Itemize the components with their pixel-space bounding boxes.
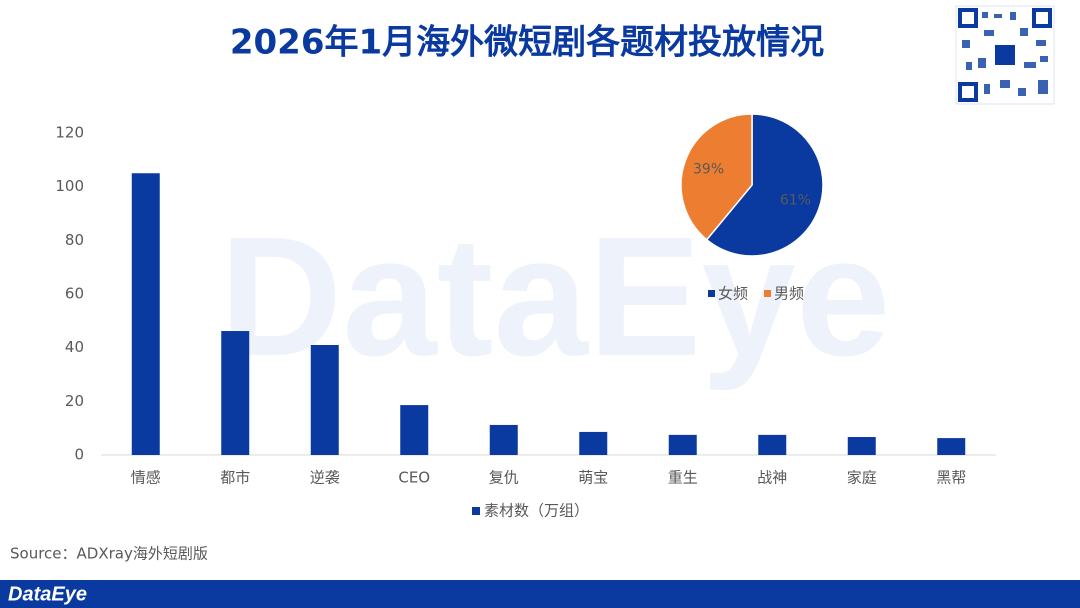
legend-label: 素材数（万组）: [484, 502, 589, 520]
x-tick-label: 都市: [220, 469, 250, 487]
pie-value-label: 61%: [780, 193, 811, 209]
footer-bar: [0, 580, 1080, 608]
qr-code: [955, 5, 1055, 105]
x-tick-label: 战神: [757, 469, 787, 487]
bar: [758, 434, 787, 455]
y-tick-label: 120: [55, 124, 84, 142]
x-tick-label: 萌宝: [578, 469, 608, 487]
bar: [221, 331, 250, 455]
x-tick-label: 情感: [131, 469, 161, 487]
y-tick-label: 80: [65, 231, 84, 249]
x-tick-label: 家庭: [847, 469, 877, 487]
bar: [131, 173, 160, 455]
x-tick-label: 黑帮: [936, 469, 966, 487]
pie-slice: [705, 113, 824, 257]
bar: [489, 424, 518, 455]
pie-value-label: 39%: [693, 161, 724, 177]
x-tick-label: 重生: [668, 469, 698, 487]
x-tick-label: CEO: [398, 469, 430, 487]
y-tick-label: 20: [65, 392, 84, 410]
bar: [310, 344, 339, 455]
y-tick-label: 40: [65, 338, 84, 356]
brand: DataEye: [8, 583, 87, 605]
page-title: 2026年1月海外微短剧各题材投放情况: [230, 23, 824, 63]
bar: [400, 405, 429, 455]
y-tick-label: 60: [65, 285, 84, 303]
legend-swatch: [472, 507, 480, 515]
legend-label: 女频: [718, 285, 748, 303]
x-tick-label: 逆袭: [310, 469, 340, 487]
bar: [847, 437, 876, 455]
pie-slice: [680, 113, 753, 241]
bar: [579, 431, 608, 455]
legend-swatch: [708, 290, 715, 297]
x-tick-label: 复仇: [489, 469, 519, 487]
legend-swatch: [764, 290, 771, 297]
bar: [668, 434, 697, 455]
source: Source：ADXray海外短剧版: [10, 545, 208, 563]
y-tick-label: 100: [55, 177, 84, 195]
legend-label: 男频: [774, 285, 804, 303]
y-tick-label: 0: [74, 446, 84, 464]
bar: [937, 438, 966, 455]
